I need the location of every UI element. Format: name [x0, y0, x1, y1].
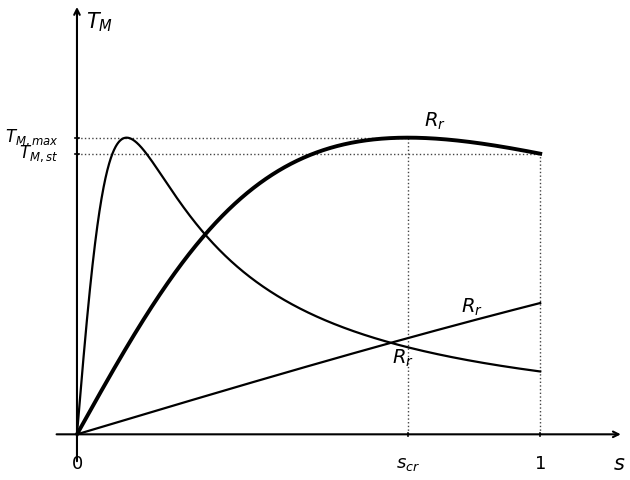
Text: $R_r$: $R_r$: [461, 297, 483, 318]
Text: $0$: $0$: [71, 455, 83, 473]
Text: $R_r$: $R_r$: [425, 110, 446, 132]
Text: $1$: $1$: [534, 455, 546, 473]
Text: $T_{M,st}$: $T_{M,st}$: [20, 144, 59, 164]
Text: $T_M$: $T_M$: [86, 10, 113, 34]
Text: $s_{cr}$: $s_{cr}$: [396, 455, 420, 473]
Text: $T_{M,max}$: $T_{M,max}$: [5, 127, 59, 148]
Text: $s$: $s$: [613, 455, 625, 474]
Text: $R_r$: $R_r$: [392, 348, 414, 369]
